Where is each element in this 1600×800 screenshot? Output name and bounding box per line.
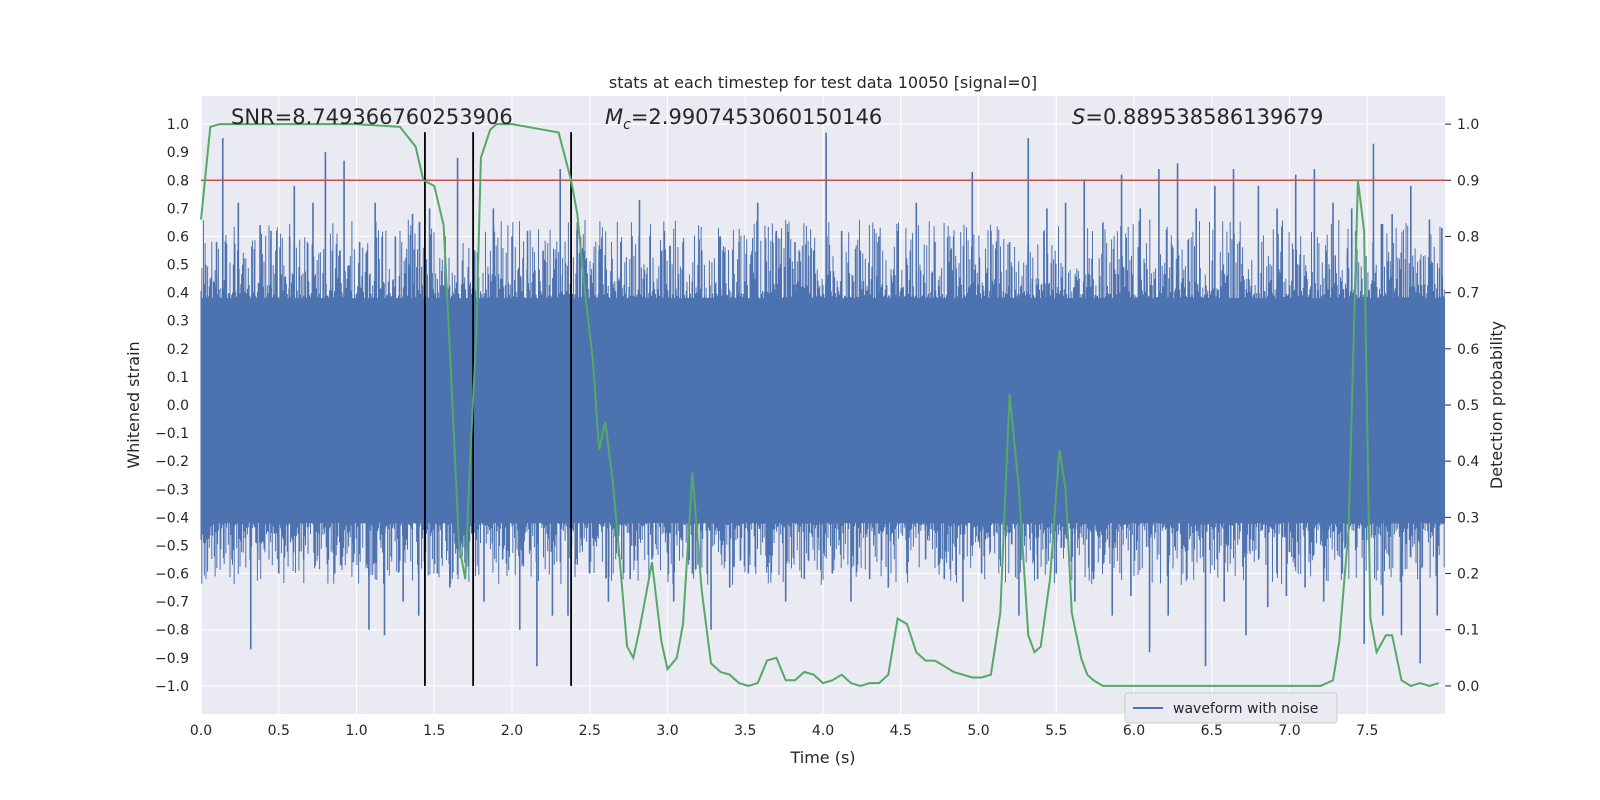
y-tick-label: 0.2 <box>167 342 189 358</box>
x-tick-label: 0.5 <box>268 723 290 739</box>
y-tick-labels: 1.0 0.9 0.8 0.7 0.6 0.5 0.4 0.3 0.2 0.1 0.0 −0.1 −0.… <box>155 117 189 695</box>
y2-tick-labels: 1.0 0.9 0.8 0.7 0.6 0.5 0.4 0.3 0.2 0.1 0.0 <box>1445 117 1479 695</box>
y-tick-label: −0.8 <box>155 623 189 639</box>
y-tick-label: −0.1 <box>155 426 189 442</box>
legend-box <box>1124 692 1338 724</box>
legend-label: waveform with noise <box>1173 701 1318 717</box>
chirp-mass-annotation: Mc=2.9907453060150146 <box>605 105 882 133</box>
chart-title: stats at each timestep for test data 100… <box>609 73 1037 92</box>
y-tick-label: 1.0 <box>167 117 189 133</box>
y-tick-label: 0.3 <box>167 314 189 330</box>
s-value: =0.889538586139679 <box>1085 105 1323 129</box>
y-tick-label: 0.7 <box>167 201 189 217</box>
y-tick-label: 0.8 <box>167 173 189 189</box>
waveform-series <box>200 132 1445 667</box>
x-tick-label: 1.0 <box>345 723 367 739</box>
y-axis-label: Whitened strain <box>124 341 143 468</box>
y-tick-label: −0.3 <box>155 482 189 498</box>
snr-annotation: SNR=8.749366760253906 <box>231 105 513 129</box>
y-tick-label: −0.2 <box>155 454 189 470</box>
y-tick-label: −0.7 <box>155 595 189 611</box>
y2-tick-label: 0.3 <box>1457 510 1479 526</box>
mc-value: =2.9907453060150146 <box>631 105 882 129</box>
x-tick-labels: 0.0 0.5 1.0 1.5 2.0 2.5 3.0 3.5 4.0 4.5 5.0 5.5 6.0 6… <box>190 723 1379 739</box>
y2-tick-label: 0.9 <box>1457 173 1479 189</box>
y-tick-label: −0.5 <box>155 538 189 554</box>
y2-tick-label: 1.0 <box>1457 117 1479 133</box>
y-tick-label: 0.0 <box>167 398 189 414</box>
x-tick-label: 4.5 <box>890 723 912 739</box>
y2-tick-label: 0.8 <box>1457 229 1479 245</box>
y-tick-label: −0.9 <box>155 651 189 667</box>
x-tick-label: 7.5 <box>1356 723 1378 739</box>
x-tick-label: 6.5 <box>1201 723 1223 739</box>
s-symbol: S <box>1072 105 1085 129</box>
mc-subscript: c <box>623 117 631 133</box>
x-axis-label: Time (s) <box>789 748 855 767</box>
waveform-noise <box>200 219 1445 585</box>
y2-tick-label: 0.1 <box>1457 623 1479 639</box>
y-tick-label: 0.5 <box>167 258 189 274</box>
s-annotation: S=0.889538586139679 <box>1072 105 1323 129</box>
x-tick-label: 0.0 <box>190 723 212 739</box>
x-tick-label: 3.0 <box>656 723 678 739</box>
x-tick-label: 4.0 <box>812 723 834 739</box>
x-tick-label: 5.5 <box>1045 723 1067 739</box>
x-tick-label: 2.5 <box>579 723 601 739</box>
mc-symbol: M <box>605 105 623 129</box>
y-tick-label: 0.4 <box>167 286 189 302</box>
x-tick-label: 7.0 <box>1278 723 1300 739</box>
y-tick-label: 0.9 <box>167 145 189 161</box>
y-tick-label: −0.6 <box>155 567 189 583</box>
y-tick-label: 0.6 <box>167 229 189 245</box>
y-tick-label: −1.0 <box>155 679 189 695</box>
x-tick-label: 3.5 <box>734 723 756 739</box>
y2-axis-label: Detection probability <box>1487 321 1506 489</box>
probability-series-line <box>200 123 1440 687</box>
y2-tick-label: 0.4 <box>1457 454 1479 470</box>
x-tick-label: 2.0 <box>501 723 523 739</box>
y-tick-label: −0.4 <box>155 510 189 526</box>
legend: waveform with noise <box>1124 692 1338 724</box>
y2-tick-label: 0.6 <box>1457 342 1479 358</box>
y2-tick-label: 0.5 <box>1457 398 1479 414</box>
x-tick-label: 5.0 <box>967 723 989 739</box>
x-tick-label: 6.0 <box>1123 723 1145 739</box>
y2-tick-label: 0.7 <box>1457 286 1479 302</box>
y2-tick-label: 0.0 <box>1457 679 1479 695</box>
y-tick-label: 0.1 <box>167 370 189 386</box>
x-tick-label: 1.5 <box>423 723 445 739</box>
y2-tick-label: 0.2 <box>1457 567 1479 583</box>
